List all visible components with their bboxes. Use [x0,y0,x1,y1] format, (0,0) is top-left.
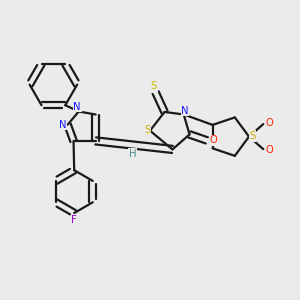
Text: H: H [129,149,136,159]
Text: F: F [71,215,77,225]
Text: O: O [266,145,274,155]
Text: S: S [151,81,157,91]
Text: O: O [266,118,274,128]
Text: N: N [181,106,189,116]
Text: O: O [209,135,217,146]
Text: N: N [58,120,66,130]
Text: N: N [74,102,81,112]
Text: S: S [249,131,256,141]
Text: S: S [145,125,151,135]
